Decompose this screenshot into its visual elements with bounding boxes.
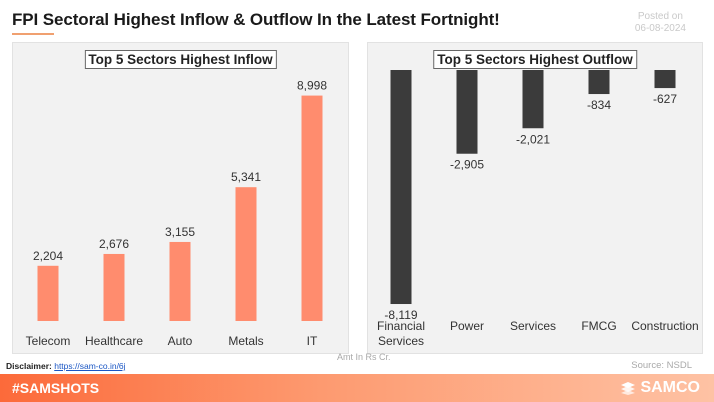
posted-label: Posted on bbox=[637, 11, 683, 22]
outflow-category-label: Services bbox=[510, 319, 556, 333]
outflow-bar bbox=[390, 70, 412, 305]
footer-banner: #SAMSHOTS SAMCO bbox=[0, 374, 714, 402]
outflow-value-label: -2,905 bbox=[450, 158, 484, 172]
inflow-category-label: Healthcare bbox=[85, 334, 143, 348]
outflow-chart-panel: -8,119 Financial Services -2,905 Power -2,021… bbox=[367, 42, 703, 354]
outflow-bar bbox=[588, 70, 610, 95]
inflow-bar bbox=[169, 241, 191, 321]
source-note: Source: NSDL bbox=[631, 360, 692, 371]
outflow-bar bbox=[456, 70, 478, 154]
title-underline bbox=[12, 33, 54, 35]
outflow-chart-title: Top 5 Sectors Highest Outflow bbox=[433, 50, 637, 69]
inflow-chart-panel: 2,204 Telecom 2,676 Healthcare 3,155 Auto 5,34… bbox=[12, 42, 349, 354]
inflow-value-label: 3,155 bbox=[165, 225, 195, 239]
inflow-bar bbox=[37, 265, 59, 321]
samco-logo-icon bbox=[620, 381, 636, 395]
inflow-chart: 2,204 Telecom 2,676 Healthcare 3,155 Auto 5,34… bbox=[26, 79, 328, 348]
disclaimer-link[interactable]: https://sam-co.in/6j bbox=[54, 361, 126, 371]
units-note: Amt In Rs Cr. bbox=[337, 352, 391, 362]
page-title: FPI Sectoral Highest Inflow & Outflow In… bbox=[12, 10, 500, 29]
outflow-bar bbox=[654, 70, 676, 89]
inflow-value-label: 2,204 bbox=[33, 249, 63, 263]
posted-date-value: 06-08-2024 bbox=[634, 23, 686, 34]
outflow-value-label: -8,119 bbox=[384, 308, 417, 322]
inflow-chart-title: Top 5 Sectors Highest Inflow bbox=[84, 50, 277, 69]
outflow-category-label: FMCG bbox=[581, 319, 616, 333]
hashtag: #SAMSHOTS bbox=[12, 380, 100, 396]
outflow-value-label: -627 bbox=[653, 92, 677, 106]
brand-name: SAMCO bbox=[640, 379, 700, 396]
inflow-bar bbox=[235, 187, 257, 321]
inflow-category-label: Telecom bbox=[26, 334, 71, 348]
inflow-value-label: 2,676 bbox=[99, 237, 129, 251]
inflow-bar bbox=[301, 95, 323, 321]
inflow-category-label: Auto bbox=[168, 334, 193, 348]
outflow-category-label: Financial Services bbox=[377, 319, 425, 348]
outflow-value-label: -834 bbox=[587, 98, 611, 112]
disclaimer-label: Disclaimer: bbox=[6, 361, 52, 371]
posted-date: Posted on 06-08-2024 bbox=[635, 11, 686, 35]
brand-logo: SAMCO bbox=[620, 379, 700, 397]
disclaimer: Disclaimer: https://sam-co.in/6j bbox=[6, 361, 126, 371]
inflow-value-label: 8,998 bbox=[297, 79, 327, 93]
outflow-bar bbox=[522, 70, 544, 129]
inflow-category-label: Metals bbox=[228, 334, 263, 348]
outflow-value-label: -2,021 bbox=[516, 132, 550, 146]
inflow-bar bbox=[103, 253, 125, 321]
outflow-category-label: Construction bbox=[631, 319, 698, 333]
inflow-value-label: 5,341 bbox=[231, 170, 261, 184]
outflow-category-label: Power bbox=[450, 319, 484, 333]
inflow-category-label: IT bbox=[307, 334, 318, 348]
